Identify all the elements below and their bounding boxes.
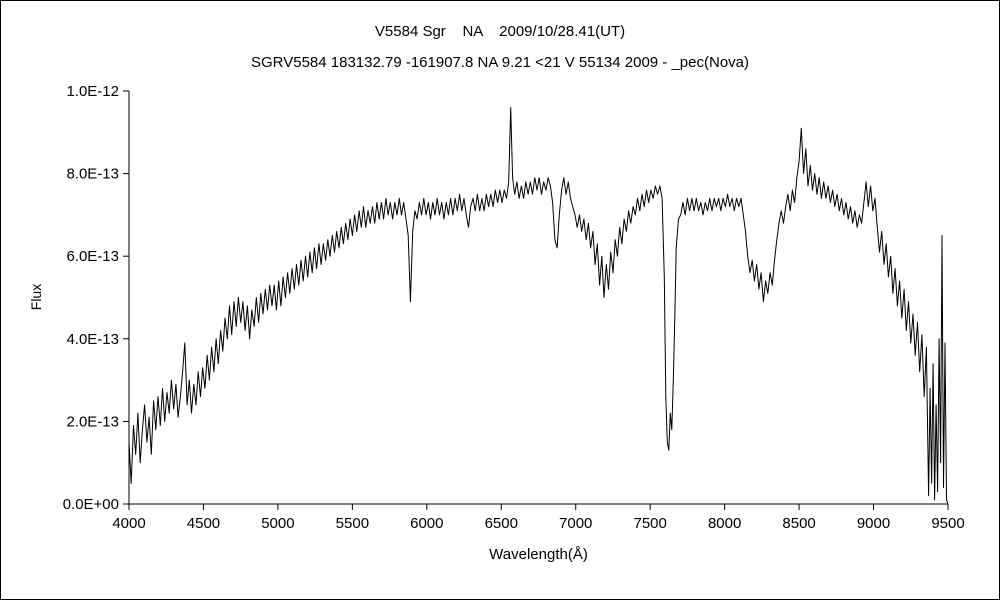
x-tick-label: 6500 bbox=[485, 515, 518, 532]
y-tick-label: 2.0E-13 bbox=[66, 413, 119, 430]
x-tick-label: 4000 bbox=[112, 515, 145, 532]
y-tick-label: 6.0E-13 bbox=[66, 248, 119, 265]
x-tick-label: 4500 bbox=[187, 515, 220, 532]
y-tick-label: 8.0E-13 bbox=[66, 166, 119, 183]
x-tick-label: 9500 bbox=[931, 515, 964, 532]
chart-title: V5584 Sgr NA 2009/10/28.41(UT) bbox=[374, 23, 626, 40]
x-axis-title: Wavelength(Å) bbox=[489, 546, 588, 563]
y-tick-label: 4.0E-13 bbox=[66, 331, 119, 348]
x-tick-label: 8500 bbox=[782, 515, 815, 532]
y-tick-label: 1.0E-12 bbox=[66, 83, 119, 100]
x-tick-label: 8000 bbox=[708, 515, 741, 532]
x-tick-label: 7000 bbox=[559, 515, 592, 532]
spectrum-line bbox=[128, 107, 949, 505]
x-tick-label: 7500 bbox=[633, 515, 666, 532]
x-tick-label: 9000 bbox=[857, 515, 890, 532]
x-tick-label: 6000 bbox=[410, 515, 443, 532]
x-tick-label: 5500 bbox=[336, 515, 369, 532]
chart-subtitle: SGRV5584 183132.79 -161907.8 NA 9.21 <21… bbox=[250, 54, 749, 71]
x-tick-label: 5000 bbox=[261, 515, 294, 532]
y-tick-label: 0.0E+00 bbox=[63, 496, 119, 513]
